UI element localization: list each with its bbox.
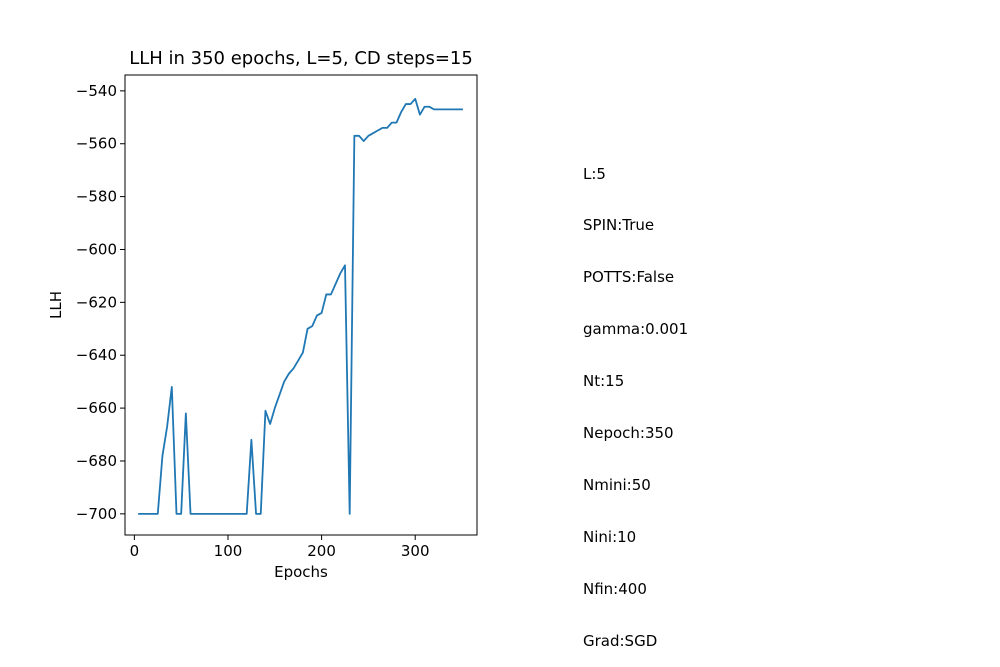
param-potts: POTTS:False bbox=[583, 268, 675, 287]
y-tick-label--560: −560 bbox=[76, 135, 117, 153]
y-tick-label--600: −600 bbox=[76, 240, 117, 258]
x-tick-label-200: 200 bbox=[307, 542, 336, 560]
y-tick-label--700: −700 bbox=[76, 505, 117, 523]
param-gamma: gamma:0.001 bbox=[583, 320, 689, 339]
chart: LLH in 350 epochs, L=5, CD steps=15 0 100… bbox=[47, 48, 478, 581]
plot-frame bbox=[124, 74, 478, 536]
param-grad: Grad:SGD bbox=[583, 631, 658, 650]
parameter-list: L:5 SPIN:True POTTS:False gamma:0.001 Nt… bbox=[583, 131, 688, 667]
y-tick-label--640: −640 bbox=[76, 346, 117, 364]
param-nt: Nt:15 bbox=[583, 372, 625, 391]
llh-series-line bbox=[138, 97, 463, 515]
param-l: L:5 bbox=[583, 164, 606, 183]
y-axis-label: LLH bbox=[47, 291, 65, 319]
param-nfin: Nfin:400 bbox=[583, 579, 647, 598]
y-tick-label--620: −620 bbox=[76, 293, 117, 311]
param-nepoch: Nepoch:350 bbox=[583, 424, 674, 443]
plot-area: 0 100 200 300 −700 −680 −660 −640 −620 −600 −580 −5… bbox=[76, 74, 478, 560]
x-axis-label: Epochs bbox=[274, 563, 328, 581]
chart-title: LLH in 350 epochs, L=5, CD steps=15 bbox=[129, 48, 473, 69]
y-tick-label--580: −580 bbox=[76, 188, 117, 206]
y-tick-label--660: −660 bbox=[76, 399, 117, 417]
y-tick-label--540: −540 bbox=[76, 82, 117, 100]
y-tick-label--680: −680 bbox=[76, 452, 117, 470]
param-spin: SPIN:True bbox=[583, 216, 655, 235]
param-nini: Nini:10 bbox=[583, 527, 637, 546]
x-tick-label-100: 100 bbox=[214, 542, 243, 560]
x-tick-label-300: 300 bbox=[401, 542, 430, 560]
param-nmini: Nmini:50 bbox=[583, 475, 651, 494]
x-tick-label-0: 0 bbox=[130, 542, 140, 560]
